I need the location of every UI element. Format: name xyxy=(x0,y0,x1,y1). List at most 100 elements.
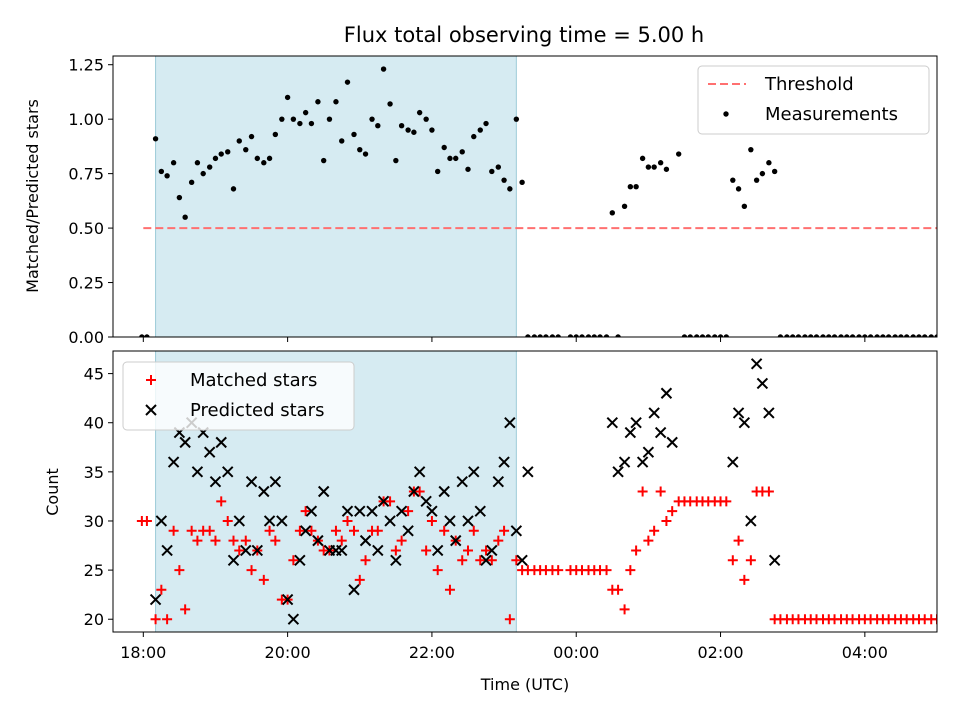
measurement-point xyxy=(164,173,170,179)
predicted-stars-point xyxy=(215,436,227,449)
measurement-point xyxy=(885,334,892,337)
measurement-point xyxy=(591,334,597,337)
predicted-stars-point xyxy=(203,446,216,458)
predicted-stars-point xyxy=(486,544,498,557)
predicted-stars-point xyxy=(492,475,505,488)
matched-stars-point xyxy=(511,555,522,566)
predicted-stars-point xyxy=(516,554,528,566)
predicted-stars-point xyxy=(263,515,276,527)
measurement-point xyxy=(351,131,357,138)
measurement-point xyxy=(916,334,922,337)
measurement-point xyxy=(320,157,327,164)
predicted-stars-point xyxy=(312,534,324,547)
top-legend-label: Threshold xyxy=(764,74,854,95)
predicted-stars-point xyxy=(648,407,660,419)
measurement-point xyxy=(139,334,145,337)
measurement-point xyxy=(411,129,417,135)
measurement-point xyxy=(537,334,543,337)
predicted-stars-point xyxy=(420,495,432,508)
x-axis-label: Time (UTC) xyxy=(480,675,569,694)
measurement-point xyxy=(603,334,610,337)
predicted-stars-point xyxy=(384,515,396,527)
matched-stars-point xyxy=(499,525,510,536)
measurement-point xyxy=(357,146,363,153)
measurement-point xyxy=(687,334,693,337)
measurement-point xyxy=(507,186,513,192)
x-tick-label: 04:00 xyxy=(842,643,888,662)
matched-stars-point xyxy=(186,525,197,536)
measurement-point xyxy=(495,164,502,170)
matched-stars-point xyxy=(421,545,432,556)
predicted-stars-point xyxy=(269,475,282,488)
bottom-y-tick-label: 35 xyxy=(84,463,104,482)
measurement-point xyxy=(441,144,447,151)
bottom-y-axis-label: Count xyxy=(43,468,62,516)
predicted-stars-point xyxy=(732,407,745,419)
predicted-stars-point xyxy=(624,426,637,439)
predicted-stars-point xyxy=(341,505,354,517)
matched-stars-point xyxy=(486,555,497,566)
measurement-point xyxy=(375,123,381,129)
measurement-point xyxy=(483,120,489,127)
matched-stars-point xyxy=(192,535,203,546)
matched-stars-point xyxy=(619,604,630,615)
matched-stars-point xyxy=(468,525,479,536)
measurement-point xyxy=(663,166,670,172)
measurement-point xyxy=(176,194,183,201)
matched-stars-point xyxy=(432,565,443,576)
matched-stars-point xyxy=(300,506,311,517)
measurement-point xyxy=(326,116,333,122)
top-y-tick-label: 0.00 xyxy=(68,328,104,347)
predicted-stars-point xyxy=(444,515,456,527)
matched-stars-point xyxy=(246,565,257,576)
predicted-stars-point xyxy=(750,358,763,370)
predicted-stars-point xyxy=(630,417,642,429)
predicted-stars-point xyxy=(456,475,468,488)
measurement-point xyxy=(573,334,579,337)
measurement-point xyxy=(849,334,856,337)
measurement-point xyxy=(248,133,255,140)
measurement-point xyxy=(344,79,351,85)
matched-stars-point xyxy=(745,555,756,566)
measurement-point xyxy=(434,168,441,175)
measurement-point xyxy=(447,155,453,162)
top-y-tick-label: 1.00 xyxy=(68,110,104,129)
predicted-stars-point xyxy=(299,525,312,537)
measurement-point xyxy=(910,334,916,337)
matched-stars-point xyxy=(932,614,937,625)
top-data-layer xyxy=(139,66,937,337)
matched-stars-point xyxy=(372,525,383,536)
measurement-point xyxy=(639,155,646,162)
predicted-stars-point xyxy=(498,456,510,468)
top-y-tick-label: 0.50 xyxy=(68,219,104,238)
predicted-stars-point xyxy=(654,426,667,439)
measurement-point xyxy=(874,334,880,337)
measurement-point xyxy=(609,210,616,216)
predicted-stars-point xyxy=(745,515,757,527)
measurement-point xyxy=(856,334,862,337)
matched-stars-point xyxy=(294,525,305,536)
bottom-y-tick-label: 25 xyxy=(84,561,104,580)
measurement-point xyxy=(730,177,736,183)
measurement-point xyxy=(423,116,429,122)
bottom-y-tick-label: 30 xyxy=(84,512,104,531)
predicted-stars-point xyxy=(251,544,264,557)
measurement-point xyxy=(261,160,267,166)
bottom-legend-label: Predicted stars xyxy=(190,400,324,421)
predicted-stars-point xyxy=(450,534,462,547)
predicted-stars-point xyxy=(462,515,474,527)
legend-predicted-swatch xyxy=(145,404,157,416)
matched-stars-point xyxy=(739,574,750,585)
measurement-point xyxy=(585,334,592,337)
measurement-point xyxy=(501,177,507,183)
matched-stars-point xyxy=(613,584,624,595)
matched-stars-point xyxy=(727,555,738,566)
matched-stars-point xyxy=(426,515,437,526)
measurement-point xyxy=(297,120,303,127)
matched-stars-point xyxy=(763,486,774,497)
measurement-point xyxy=(717,334,724,337)
measurement-point xyxy=(243,146,249,153)
measurement-point xyxy=(898,334,904,337)
top-shaded-interval xyxy=(155,55,517,338)
